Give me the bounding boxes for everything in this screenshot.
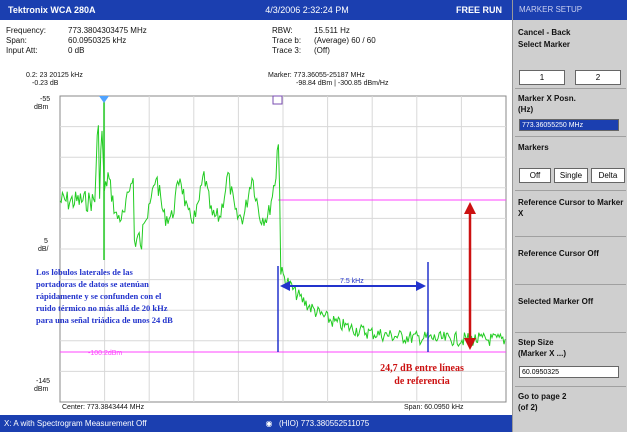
y-top-label: -55 [40,96,51,103]
marker-readout-line2: -98.84 dBm | -300.85 dBm/Hz [296,80,389,87]
annotation-blue-line: ruido térmico no más allá de 20 kHz [36,303,168,313]
ref-cursor-to-marker-button[interactable]: Reference Cursor to Marker X [518,198,624,218]
y-top-unit: dBm [34,104,49,111]
marker-select-buttons: 1 2 [519,70,621,85]
span-label: Span: [6,36,27,45]
run-state-indicator[interactable]: FREE RUN [455,5,502,15]
menu-divider [515,190,626,191]
reference-marker-flag-icon [99,96,109,103]
ref-marker-top-label: 0.2: 23 20125 kHz [26,72,83,79]
marker-x-position-input[interactable]: 773.36055250 MHz [519,119,619,131]
level-arrow-head-down-icon [464,338,476,350]
frequency-label: Frequency: [6,26,47,35]
markers-label: Markers [518,143,549,152]
annotation-blue-text: Los lóbulos laterales de las portadoras … [36,266,173,326]
delta-arrow-head-right-icon [416,281,426,291]
status-bar: X: A with Spectrogram Measurement Off ◉ … [0,415,512,432]
y-bottom-label: -145 [36,378,51,385]
rbw-label: RBW: [272,26,293,35]
active-marker-flag-icon [272,95,283,105]
frequency-value[interactable]: 773.3804303475 MHz [68,26,147,35]
menu-divider [515,284,626,285]
menu-divider [515,236,626,237]
annotation-red-line: 24,7 dB entre líneas [380,363,464,374]
menu-header: MARKER SETUP [513,0,627,20]
marker-mode-off-button[interactable]: Off [519,168,551,183]
menu-divider [515,386,626,387]
cancel-back-button[interactable]: Cancel - Back [518,28,571,37]
ref-cursor-off-button[interactable]: Reference Cursor Off [518,249,599,258]
step-size-input[interactable]: 60.0950325 [519,366,619,378]
step-size-label: Step Size [518,338,554,347]
center-frequency-label: Center: 773.3843444 MHz [62,404,145,411]
spectrum-trace [59,125,506,348]
marker-readout-line1: Marker: 773.36055-25187 MHz [268,72,365,79]
marker-setup-menu: MARKER SETUP Cancel - Back Select Marker… [512,0,627,432]
status-left-text: X: A with Spectrogram Measurement Off [4,419,147,428]
marker-mode-single-button[interactable]: Single [554,168,588,183]
marker-1-button[interactable]: 1 [519,70,565,85]
traceb-value[interactable]: (Average) 60 / 60 [314,36,376,45]
app-brand: Tektronix WCA 280A [8,5,96,15]
marker-x-unit-label: (Hz) [518,105,534,114]
go-to-page-button[interactable]: Go to page 2 [518,392,567,401]
y-div-label: 5 [44,238,48,245]
span-footer-label: Span: 60.0950 kHz [404,404,464,411]
span-value[interactable]: 60.0950325 kHz [68,36,127,45]
title-bar: Tektronix WCA 280A 4/3/2006 2:32:24 PM F… [0,0,512,20]
y-bottom-unit: dBm [34,386,49,393]
marker-mode-buttons: Off Single Delta [519,168,625,183]
go-to-page-sub-label: (of 2) [518,403,538,412]
trace3-label: Trace 3: [272,46,302,55]
select-marker-label: Select Marker [518,40,571,49]
annotation-red-text: 24,7 dB entre líneas de referencia [362,362,482,388]
rbw-value[interactable]: 15.511 Hz [314,26,350,35]
marker-x-position-label: Marker X Posn. [518,94,576,103]
ref-marker-db-label: -0.23 dB [32,80,59,87]
spectrum-svg: 7.5 kHz -100.2dBm [59,95,507,403]
level-arrow-head-up-icon [464,202,476,214]
menu-divider [515,332,626,333]
input-att-label: Input Att: [6,46,38,55]
annotation-blue-line: portadoras de datos se atenúan [36,279,149,289]
input-att-value[interactable]: 0 dB [68,46,85,55]
annotation-blue-line: Los lóbulos laterales de las [36,267,133,277]
traceb-label: Trace b: [272,36,302,45]
menu-divider [515,136,626,137]
annotation-blue-line: para una señal triádica de unos 24 dB [36,315,173,325]
datetime-readout: 4/3/2006 2:32:24 PM [265,5,349,15]
status-right-text: (HIO) 773.380552511075 [279,419,370,428]
annotation-blue-line: rápidamente y se confunden con el [36,291,162,301]
marker-mode-delta-button[interactable]: Delta [591,168,625,183]
spectrum-plot-area[interactable]: 0.2: 23 20125 kHz -0.23 dB Marker: 773.3… [0,70,512,415]
step-size-sub-label: (Marker X ...) [518,349,567,358]
status-indicator-icon: ◉ [265,419,273,428]
menu-divider [515,88,626,89]
annotation-red-line: de referencia [394,376,450,387]
selected-marker-off-button[interactable]: Selected Marker Off [518,297,594,306]
trace3-value[interactable]: (Off) [314,46,330,55]
measurement-params: Frequency: 773.3804303475 MHz Span: 60.095… [0,20,512,70]
delta-label: 7.5 kHz [340,278,364,285]
y-div-unit: dB/ [38,246,49,253]
reference-line-label: -100.2dBm [88,350,122,357]
marker-2-button[interactable]: 2 [575,70,621,85]
delta-arrow-head-left-icon [280,281,290,291]
